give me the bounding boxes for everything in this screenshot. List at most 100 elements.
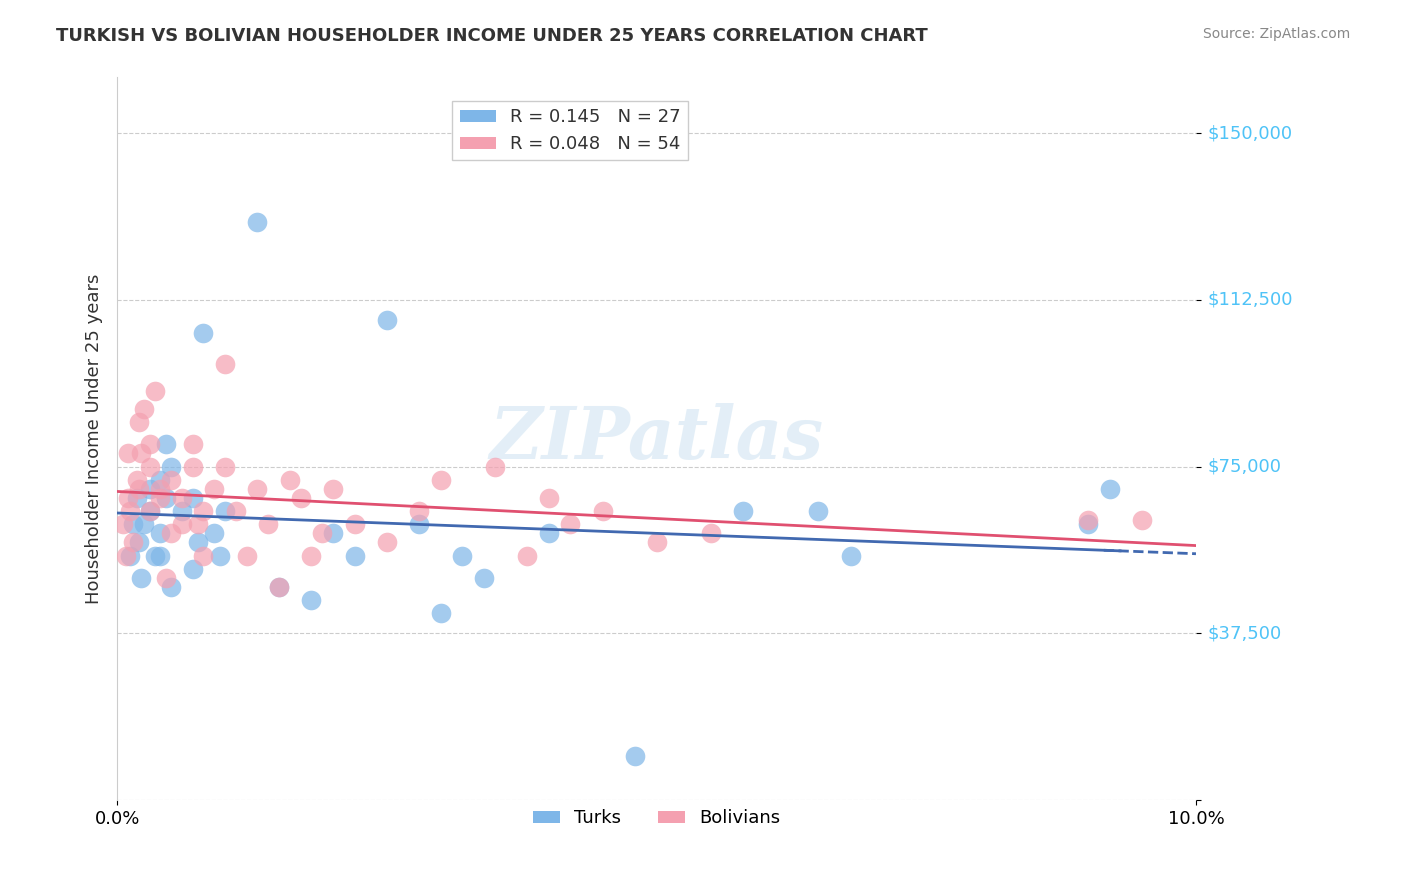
Point <box>125 491 148 505</box>
Point <box>160 459 183 474</box>
Point <box>117 446 139 460</box>
Point <box>537 526 560 541</box>
Point <box>1077 513 1099 527</box>
Point <box>181 562 204 576</box>
Point <box>408 517 430 532</box>
Point <box>155 571 177 585</box>
Point <box>246 482 269 496</box>
Point <box>170 517 193 532</box>
Point <box>290 491 312 505</box>
Point <box>645 535 668 549</box>
Point <box>343 549 366 563</box>
Point <box>155 491 177 505</box>
Point <box>149 482 172 496</box>
Point <box>278 473 301 487</box>
Point <box>560 517 582 532</box>
Point <box>299 549 322 563</box>
Point <box>408 504 430 518</box>
Point <box>193 549 215 563</box>
Point <box>122 517 145 532</box>
Point <box>430 473 453 487</box>
Point <box>117 491 139 505</box>
Point <box>129 446 152 460</box>
Point <box>699 526 721 541</box>
Point <box>375 313 398 327</box>
Y-axis label: Householder Income Under 25 years: Householder Income Under 25 years <box>86 274 103 604</box>
Point <box>1098 482 1121 496</box>
Point <box>134 517 156 532</box>
Point <box>484 459 506 474</box>
Point <box>1130 513 1153 527</box>
Point <box>120 549 142 563</box>
Point <box>160 526 183 541</box>
Point <box>143 549 166 563</box>
Point <box>202 482 225 496</box>
Point <box>246 215 269 229</box>
Point <box>225 504 247 518</box>
Point <box>181 491 204 505</box>
Point <box>375 535 398 549</box>
Point <box>143 384 166 398</box>
Point <box>138 504 160 518</box>
Point <box>114 549 136 563</box>
Point <box>138 437 160 451</box>
Point <box>160 473 183 487</box>
Point <box>155 437 177 451</box>
Point <box>160 580 183 594</box>
Point <box>138 459 160 474</box>
Point <box>807 504 830 518</box>
Point <box>1077 517 1099 532</box>
Point <box>128 535 150 549</box>
Point <box>267 580 290 594</box>
Point <box>181 459 204 474</box>
Point <box>343 517 366 532</box>
Point <box>624 748 647 763</box>
Point <box>451 549 474 563</box>
Point <box>125 473 148 487</box>
Text: $37,500: $37,500 <box>1208 624 1281 642</box>
Point <box>311 526 333 541</box>
Text: $112,500: $112,500 <box>1208 291 1292 309</box>
Point <box>322 526 344 541</box>
Point <box>149 491 172 505</box>
Point <box>214 504 236 518</box>
Point <box>472 571 495 585</box>
Point <box>120 504 142 518</box>
Point <box>134 401 156 416</box>
Point <box>214 459 236 474</box>
Point <box>149 473 172 487</box>
Point <box>181 437 204 451</box>
Legend: Turks, Bolivians: Turks, Bolivians <box>526 802 787 835</box>
Point <box>111 517 134 532</box>
Point <box>202 526 225 541</box>
Text: $75,000: $75,000 <box>1208 458 1281 475</box>
Point <box>430 607 453 621</box>
Point <box>214 357 236 371</box>
Point <box>267 580 290 594</box>
Point <box>193 326 215 341</box>
Point <box>208 549 231 563</box>
Point <box>128 415 150 429</box>
Point <box>129 571 152 585</box>
Point <box>731 504 754 518</box>
Point <box>235 549 257 563</box>
Point <box>170 504 193 518</box>
Text: Source: ZipAtlas.com: Source: ZipAtlas.com <box>1202 27 1350 41</box>
Point <box>122 535 145 549</box>
Point <box>128 482 150 496</box>
Point <box>187 517 209 532</box>
Point <box>187 535 209 549</box>
Point <box>322 482 344 496</box>
Point <box>170 491 193 505</box>
Text: TURKISH VS BOLIVIAN HOUSEHOLDER INCOME UNDER 25 YEARS CORRELATION CHART: TURKISH VS BOLIVIAN HOUSEHOLDER INCOME U… <box>56 27 928 45</box>
Point <box>193 504 215 518</box>
Point <box>839 549 862 563</box>
Point <box>537 491 560 505</box>
Point <box>592 504 614 518</box>
Point <box>516 549 538 563</box>
Point <box>257 517 280 532</box>
Text: ZIPatlas: ZIPatlas <box>489 403 824 475</box>
Point <box>138 482 160 496</box>
Point <box>299 593 322 607</box>
Point <box>138 504 160 518</box>
